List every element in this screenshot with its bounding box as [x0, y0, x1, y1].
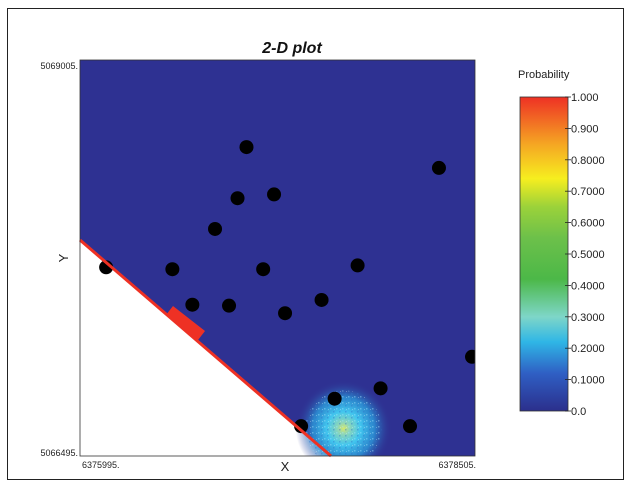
colorbar-tick-label: 0.0 [571, 406, 586, 418]
colorbar-tick-label: 0.2000 [571, 343, 605, 355]
plot-border [79, 59, 476, 457]
data-point-11 [294, 419, 309, 434]
boundary-marker [166, 306, 205, 340]
colorbar-tick-label: 0.5000 [571, 249, 605, 261]
colorbar-tick-label: 0.4000 [571, 280, 605, 292]
data-point-5 [222, 298, 237, 313]
data-point-15 [373, 381, 388, 396]
data-point-10 [278, 306, 293, 321]
chart-title: 2-D plot [261, 40, 322, 57]
boundary-line [79, 238, 332, 458]
data-point-9 [267, 187, 282, 202]
colorbar-tick-label: 0.8000 [571, 155, 605, 167]
legend-title: Probability [518, 69, 570, 81]
data-point-14 [350, 258, 365, 273]
data-point-2 [165, 262, 180, 277]
data-point-7 [239, 140, 254, 155]
colorbar-tick-label: 0.900 [571, 123, 599, 135]
colorbar-ticks: 0.0 0.1000 0.2000 0.3000 0.4000 0.5000 0.6000 0… [565, 92, 605, 418]
x-axis-label: X [281, 459, 290, 474]
colorbar-tick-label: 0.7000 [571, 186, 605, 198]
colorbar-tick-label: 1.000 [571, 92, 599, 104]
data-point-18 [465, 349, 475, 364]
data-point-13 [327, 391, 342, 406]
x-tick-right: 6378505. [438, 460, 476, 470]
colorbar-tick-label: 0.1000 [571, 375, 605, 387]
colorbar-tick-label: 0.3000 [571, 312, 605, 324]
data-point-4 [208, 221, 223, 236]
colorbar [519, 96, 569, 412]
y-tick-top: 5069005. [40, 61, 78, 71]
data-point-8 [256, 262, 271, 277]
x-tick-left: 6375995. [82, 460, 120, 470]
y-axis-label: Y [56, 253, 71, 262]
data-point-17 [431, 160, 446, 175]
data-point-16 [403, 419, 418, 434]
y-tick-bottom: 5066495. [40, 448, 78, 458]
colorbar-tick-label: 0.6000 [571, 218, 605, 230]
data-point-6 [230, 191, 245, 206]
data-point-3 [185, 297, 200, 312]
data-point-12 [314, 292, 329, 307]
probability-hotspot [295, 380, 392, 456]
